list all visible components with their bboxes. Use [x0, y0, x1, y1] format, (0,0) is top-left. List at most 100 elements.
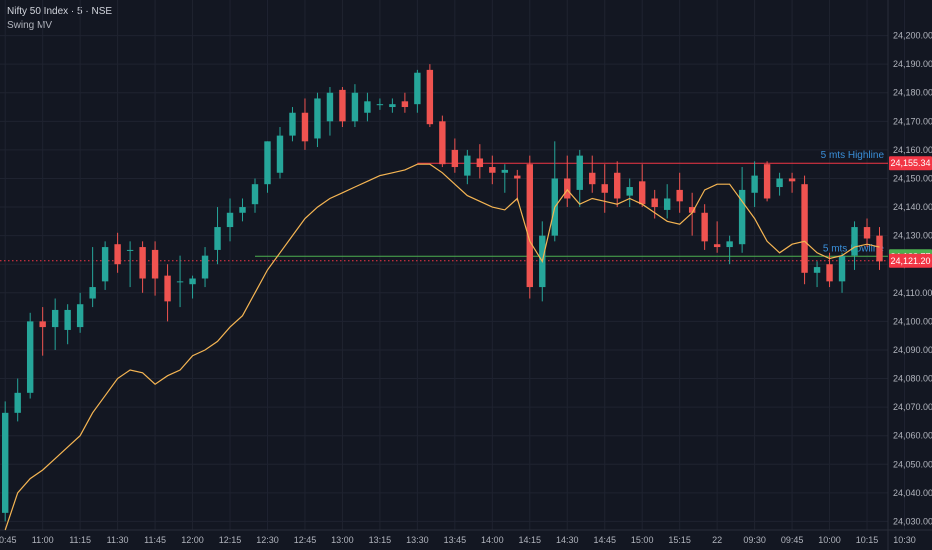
candle-body[interactable]: [701, 212, 708, 242]
x-tick-label: 09:30: [743, 535, 766, 545]
candle-body[interactable]: [401, 101, 409, 108]
candle-body[interactable]: [614, 172, 621, 199]
indicator-name[interactable]: Swing MV: [7, 20, 53, 31]
candle-body[interactable]: [801, 184, 808, 273]
x-tick-label: 15:00: [631, 535, 654, 545]
candle-body[interactable]: [876, 235, 883, 262]
candle-body[interactable]: [201, 255, 209, 279]
y-tick-label: 24,130.00: [893, 231, 932, 241]
candle-body[interactable]: [289, 112, 296, 136]
candle-body[interactable]: [863, 227, 871, 239]
candle-body[interactable]: [663, 198, 671, 210]
candle-body[interactable]: [738, 189, 746, 245]
x-tick-label: 15:15: [668, 535, 691, 545]
candle-body[interactable]: [176, 281, 184, 283]
candle-body[interactable]: [651, 198, 658, 208]
x-tick-label: 09:45: [781, 535, 804, 545]
candle-body[interactable]: [414, 72, 421, 105]
candle-body[interactable]: [788, 178, 796, 182]
candle-body[interactable]: [126, 249, 134, 251]
y-tick-label: 24,150.00: [893, 173, 932, 183]
candle-body[interactable]: [101, 247, 109, 282]
candle-body[interactable]: [189, 278, 196, 285]
candle-body[interactable]: [501, 169, 509, 173]
x-tick-label: 12:45: [294, 535, 317, 545]
candle-body[interactable]: [576, 155, 583, 190]
candle-body[interactable]: [51, 309, 59, 328]
candle-body[interactable]: [14, 392, 21, 413]
candle-body[interactable]: [464, 155, 471, 176]
candle-body[interactable]: [351, 92, 359, 122]
candle-body[interactable]: [626, 187, 633, 196]
x-tick-label: 10:15: [856, 535, 879, 545]
candle-body[interactable]: [376, 104, 384, 106]
candle-body[interactable]: [726, 241, 733, 248]
candle-body[interactable]: [264, 141, 271, 185]
y-tick-label: 24,160.00: [893, 145, 932, 155]
x-tick-label: 13:15: [369, 535, 392, 545]
candle-body[interactable]: [426, 69, 434, 125]
candle-body[interactable]: [489, 167, 496, 173]
y-tick-label: 24,100.00: [893, 316, 932, 326]
candle-body[interactable]: [451, 149, 459, 168]
candle-body[interactable]: [301, 112, 309, 142]
y-tick-label: 24,040.00: [893, 488, 932, 498]
highline-price-badge-bg: [889, 156, 932, 171]
candle-body[interactable]: [389, 104, 396, 108]
x-tick-label: 11:45: [144, 535, 166, 545]
candle-body[interactable]: [564, 178, 571, 199]
candle-body[interactable]: [314, 98, 321, 139]
candle-body[interactable]: [514, 175, 521, 179]
x-tick-label: 13:30: [406, 535, 429, 545]
candle-body[interactable]: [813, 267, 821, 273]
candle-body[interactable]: [639, 181, 646, 205]
candle-body[interactable]: [114, 244, 121, 265]
candle-body[interactable]: [64, 309, 71, 330]
candle-body[interactable]: [76, 304, 84, 328]
candle-body[interactable]: [751, 175, 758, 193]
candle-body[interactable]: [151, 249, 159, 279]
candle-body[interactable]: [89, 287, 96, 299]
candle-body[interactable]: [763, 164, 771, 199]
candle-body[interactable]: [364, 101, 371, 113]
highline-label: 5 mts Highline: [821, 150, 885, 161]
candle-body[interactable]: [676, 189, 683, 202]
x-tick-label: 12:15: [219, 535, 242, 545]
y-tick-label: 24,080.00: [893, 374, 932, 384]
candle-body[interactable]: [226, 212, 234, 228]
candle-body[interactable]: [713, 244, 721, 248]
candle-body[interactable]: [688, 207, 696, 213]
candle-body[interactable]: [276, 135, 284, 173]
candle-body[interactable]: [39, 321, 46, 328]
last-price-badge: 24,121.20: [890, 256, 930, 266]
candle-body[interactable]: [164, 275, 171, 302]
candle-body[interactable]: [601, 184, 608, 193]
candle-body[interactable]: [439, 121, 446, 165]
candle-body[interactable]: [851, 227, 858, 256]
candle-body[interactable]: [826, 264, 833, 282]
candle-body[interactable]: [476, 158, 484, 168]
x-tick-label: 10:45: [0, 535, 16, 545]
x-tick-label: 14:00: [481, 535, 504, 545]
candle-body[interactable]: [26, 321, 34, 393]
x-tick-label: 11:15: [69, 535, 91, 545]
candle-body[interactable]: [776, 178, 783, 188]
y-tick-label: 24,170.00: [893, 116, 932, 126]
candle-body[interactable]: [526, 164, 533, 288]
candle-body[interactable]: [339, 89, 346, 122]
candle-body[interactable]: [139, 247, 146, 279]
y-tick-label: 24,180.00: [893, 88, 932, 98]
x-tick-label: 12:00: [181, 535, 204, 545]
candle-body[interactable]: [326, 92, 334, 122]
candle-body[interactable]: [838, 255, 846, 282]
x-tick-label: 14:30: [556, 535, 579, 545]
candle-body[interactable]: [589, 172, 596, 185]
candle-body[interactable]: [251, 184, 259, 205]
candle-body[interactable]: [239, 207, 246, 213]
candle-body[interactable]: [214, 227, 221, 250]
x-tick-label: 10:30: [893, 535, 916, 545]
y-tick-label: 24,190.00: [893, 59, 932, 69]
candle-body[interactable]: [2, 412, 9, 513]
y-tick-label: 24,110.00: [893, 288, 932, 298]
